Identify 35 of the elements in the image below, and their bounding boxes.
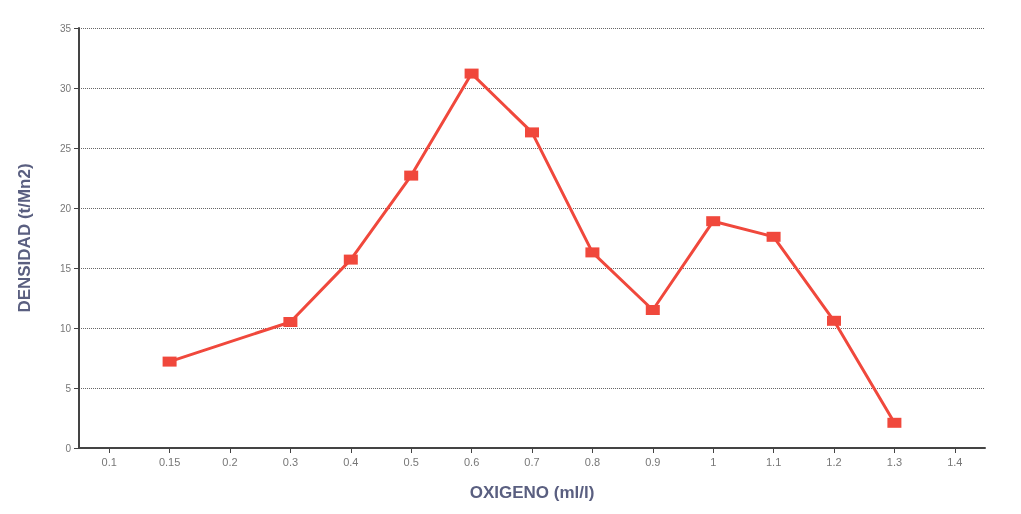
y-tick-label: 15 <box>59 262 72 274</box>
point <box>525 127 539 138</box>
point <box>464 68 479 79</box>
x-tick-label: 0.15 <box>158 455 181 468</box>
point <box>343 254 358 265</box>
x-tick-label: 1.4 <box>947 455 963 468</box>
y-tick-label: 10 <box>59 322 72 334</box>
y-tick-label: 35 <box>59 22 72 34</box>
x-tick-label: 1.1 <box>765 455 782 468</box>
y-axis-title: DENSIDAD (t/Mn2) <box>15 163 34 313</box>
x-axis-title: OXIGENO (ml/l) <box>469 483 595 502</box>
point <box>887 417 902 428</box>
point <box>706 216 721 227</box>
point <box>827 315 841 326</box>
x-tick-label: 0.9 <box>645 455 661 468</box>
x-tick-label: 1 <box>710 455 717 468</box>
x-tick-label: 0.2 <box>222 455 238 468</box>
point <box>585 247 600 258</box>
y-tick-label: 30 <box>59 82 72 94</box>
x-tick-label: 0.3 <box>282 455 299 468</box>
point <box>404 170 419 181</box>
x-tick-label: 0.1 <box>101 455 117 468</box>
point <box>766 231 781 242</box>
y-tick-label: 20 <box>59 202 72 214</box>
y-tick-label: 25 <box>59 142 72 154</box>
x-tick-label: 0.7 <box>524 455 540 468</box>
x-tick-label: 0.5 <box>403 455 419 468</box>
x-tick-label: 0.8 <box>584 455 601 468</box>
x-tick-label: 0.4 <box>343 455 359 468</box>
y-tick-label: 0 <box>65 442 72 454</box>
x-tick-label: 1.3 <box>886 455 903 468</box>
x-tick-label: 1.2 <box>826 455 842 468</box>
x-tick-label: 0.6 <box>463 455 480 468</box>
y-tick-label: 5 <box>65 382 72 394</box>
point <box>162 356 177 367</box>
